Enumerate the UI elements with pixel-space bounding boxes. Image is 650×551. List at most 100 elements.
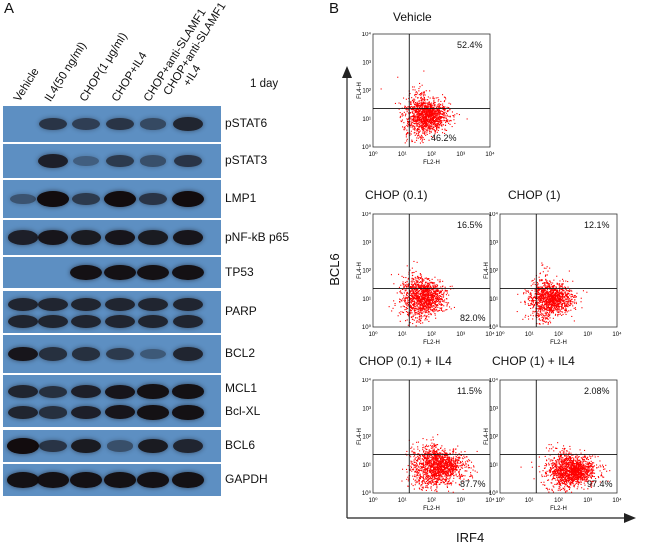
blot-band xyxy=(172,191,204,207)
upper-right-percent: 2.08% xyxy=(584,386,610,396)
plot-y-axis-name: FL4-H xyxy=(357,82,363,99)
blot-band xyxy=(38,385,68,398)
plot-x-axis-name: FL2-H xyxy=(423,160,440,166)
flow-plot-events xyxy=(401,434,478,493)
blot-band xyxy=(139,118,167,130)
flow-plot-events xyxy=(388,260,455,327)
blot-strip xyxy=(3,257,221,288)
blot-band xyxy=(139,155,167,167)
y-tick-label: 10² xyxy=(362,89,371,95)
flow-plot-frame xyxy=(499,379,618,494)
blot-band xyxy=(73,155,99,167)
x-tick-label: 10⁴ xyxy=(485,497,495,504)
flow-plot-title: CHOP (1) + IL4 xyxy=(492,354,575,368)
blot-band xyxy=(37,191,69,207)
x-tick-label: 10⁴ xyxy=(612,497,622,504)
blot-band xyxy=(105,314,135,328)
blot-band xyxy=(172,384,204,399)
blot-band xyxy=(72,117,100,131)
x-tick-label: 10⁰ xyxy=(495,497,505,504)
blot-band xyxy=(106,347,134,361)
y-tick-label: 10⁴ xyxy=(362,212,372,218)
blot-band xyxy=(70,264,102,281)
blot-band xyxy=(104,264,136,281)
blot-band xyxy=(138,297,168,311)
flow-plot-title: Vehicle xyxy=(393,10,432,24)
x-tick-label: 10⁰ xyxy=(368,331,378,338)
lower-right-percent: 87.7% xyxy=(460,479,486,489)
blot-band xyxy=(173,314,203,328)
blot-band xyxy=(38,297,68,311)
y-tick-label: 10⁴ xyxy=(489,378,499,384)
y-tick-label: 10⁴ xyxy=(362,378,372,384)
panel-b-letter: B xyxy=(329,0,340,17)
blot-strip xyxy=(3,335,221,373)
lower-right-percent: 46.2% xyxy=(431,133,457,143)
blot-band xyxy=(8,230,38,245)
x-tick-label: 10¹ xyxy=(398,332,407,338)
plot-x-axis-name: FL2-H xyxy=(423,340,440,346)
y-tick-label: 10³ xyxy=(362,60,371,66)
upper-right-percent: 11.5% xyxy=(457,386,482,396)
blot-band xyxy=(10,193,36,205)
x-tick-label: 10⁰ xyxy=(495,331,505,338)
blot-band xyxy=(8,314,38,328)
blot-band xyxy=(8,385,38,399)
blot-band xyxy=(172,230,204,245)
blot-band xyxy=(137,405,169,420)
blot-label: BCL2 xyxy=(225,346,256,360)
lower-right-percent: 82.0% xyxy=(460,313,486,323)
blot-label: GAPDH xyxy=(225,472,268,486)
blot-band xyxy=(37,230,69,245)
x-tick-label: 10⁰ xyxy=(368,497,378,504)
y-tick-label: 10² xyxy=(362,269,371,275)
blot-band xyxy=(137,438,169,454)
blot-strip xyxy=(3,220,221,255)
blot-band xyxy=(104,384,136,399)
blot-band xyxy=(173,439,203,453)
blot-label: LMP1 xyxy=(225,191,257,205)
blot-strip xyxy=(3,144,221,178)
x-tick-label: 10¹ xyxy=(525,332,534,338)
blot-band xyxy=(7,472,39,488)
blot-band xyxy=(140,348,166,360)
y-tick-label: 10⁴ xyxy=(489,212,499,218)
x-tick-label: 10¹ xyxy=(398,498,407,504)
blot-strip xyxy=(3,430,221,462)
plot-x-axis-name: FL2-H xyxy=(423,506,440,512)
panel-a-letter: A xyxy=(4,0,15,17)
x-tick-label: 10³ xyxy=(456,498,465,504)
flow-plot-frame xyxy=(499,213,618,328)
y-axis-label: BCL6 xyxy=(326,253,342,286)
y-tick-label: 10³ xyxy=(489,406,498,412)
blot-band xyxy=(7,438,39,454)
x-tick-label: 10¹ xyxy=(525,498,534,504)
blot-band xyxy=(137,230,169,245)
blot-label: pSTAT3 xyxy=(225,153,268,167)
blot-band xyxy=(71,385,101,399)
x-tick-label: 10³ xyxy=(583,332,592,338)
blot-band xyxy=(106,154,134,168)
blot-band xyxy=(70,438,102,454)
blot-band xyxy=(138,314,168,328)
blot-band xyxy=(105,117,135,131)
x-tick-label: 10⁴ xyxy=(485,331,495,338)
flow-plot-title: CHOP (0.1) + IL4 xyxy=(359,354,452,368)
blot-band xyxy=(173,297,203,311)
blot-band xyxy=(38,406,68,419)
y-tick-label: 10³ xyxy=(362,240,371,246)
y-tick-label: 10⁰ xyxy=(489,324,499,331)
blot-band xyxy=(71,314,101,328)
blot-band xyxy=(70,472,102,488)
x-tick-label: 10² xyxy=(427,332,436,338)
blot-strip xyxy=(3,375,221,427)
blot-band xyxy=(172,472,204,488)
x-tick-label: 10³ xyxy=(583,498,592,504)
upper-right-percent: 16.5% xyxy=(457,220,483,230)
x-tick-label: 10¹ xyxy=(398,152,407,158)
flow-plot-events xyxy=(520,442,611,493)
y-tick-label: 10⁰ xyxy=(362,490,372,497)
